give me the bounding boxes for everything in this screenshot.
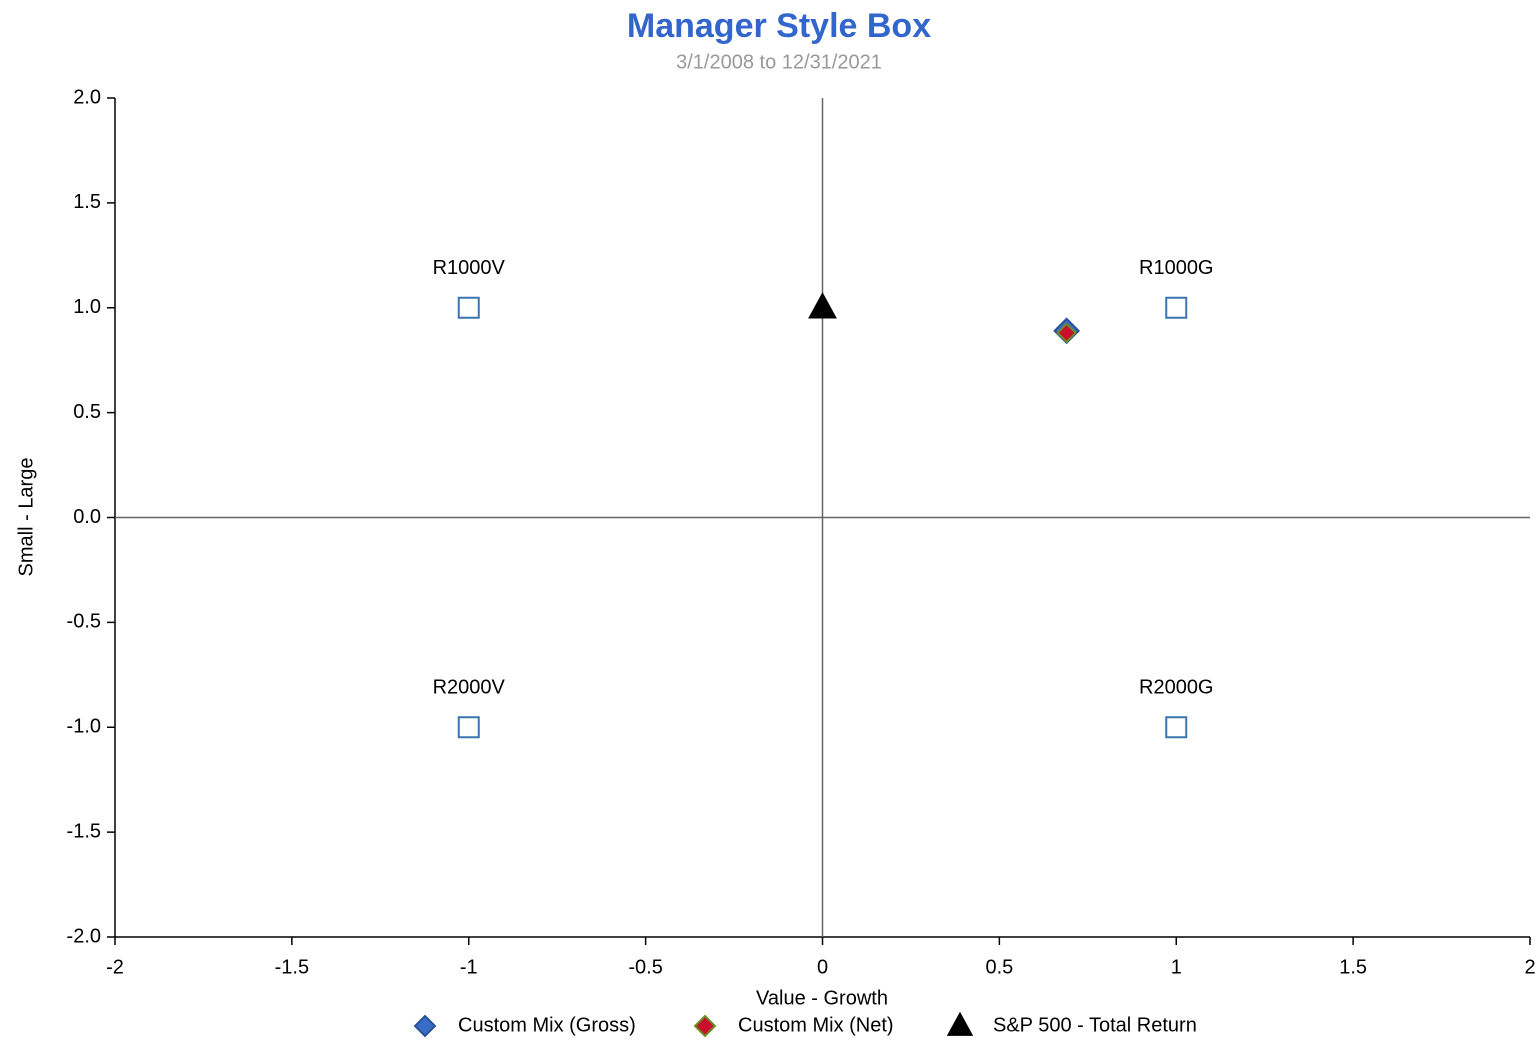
- x-tick-label: -1.5: [275, 956, 309, 978]
- y-tick-label: 0.5: [73, 401, 101, 423]
- reference-label: R2000V: [433, 677, 506, 699]
- y-tick-label: 2.0: [73, 86, 101, 108]
- x-tick-label: 0: [817, 956, 828, 978]
- x-tick-label: 2: [1524, 956, 1535, 978]
- reference-point: [457, 716, 480, 739]
- y-tick-label: 1.5: [73, 191, 101, 213]
- x-tick-label: 1.5: [1339, 956, 1367, 978]
- y-tick-label: -0.5: [67, 611, 101, 633]
- x-tick-label: -0.5: [628, 956, 662, 978]
- y-tick-label: -2.0: [67, 925, 101, 947]
- legend-label: Custom Mix (Net): [738, 1014, 894, 1036]
- y-tick-label: -1.0: [67, 716, 101, 738]
- reference-label: R1000V: [433, 257, 506, 279]
- reference-point: [457, 296, 480, 319]
- y-axis-label: Small - Large: [15, 458, 37, 577]
- chart-title: Manager Style Box: [627, 7, 931, 45]
- x-axis-label: Value - Growth: [756, 987, 888, 1009]
- point: [1056, 322, 1078, 344]
- point: [808, 292, 837, 319]
- y-tick-label: -1.5: [67, 820, 101, 842]
- legend-marker: [413, 1014, 437, 1038]
- x-tick-label: -2: [106, 956, 124, 978]
- x-tick-label: -1: [460, 956, 478, 978]
- x-tick-label: 0.5: [985, 956, 1013, 978]
- reference-point: [1165, 296, 1188, 319]
- reference-label: R2000G: [1139, 677, 1214, 699]
- legend-marker: [693, 1014, 717, 1038]
- x-tick-label: 1: [1171, 956, 1182, 978]
- reference-point: [1165, 716, 1188, 739]
- legend-marker: [946, 1011, 974, 1036]
- reference-label: R1000G: [1139, 257, 1214, 279]
- chart-subtitle: 3/1/2008 to 12/31/2021: [676, 51, 882, 73]
- y-tick-label: 1.0: [73, 296, 101, 318]
- y-tick-label: 0.0: [73, 506, 101, 528]
- legend-label: S&P 500 - Total Return: [993, 1014, 1197, 1036]
- legend-label: Custom Mix (Gross): [458, 1014, 636, 1036]
